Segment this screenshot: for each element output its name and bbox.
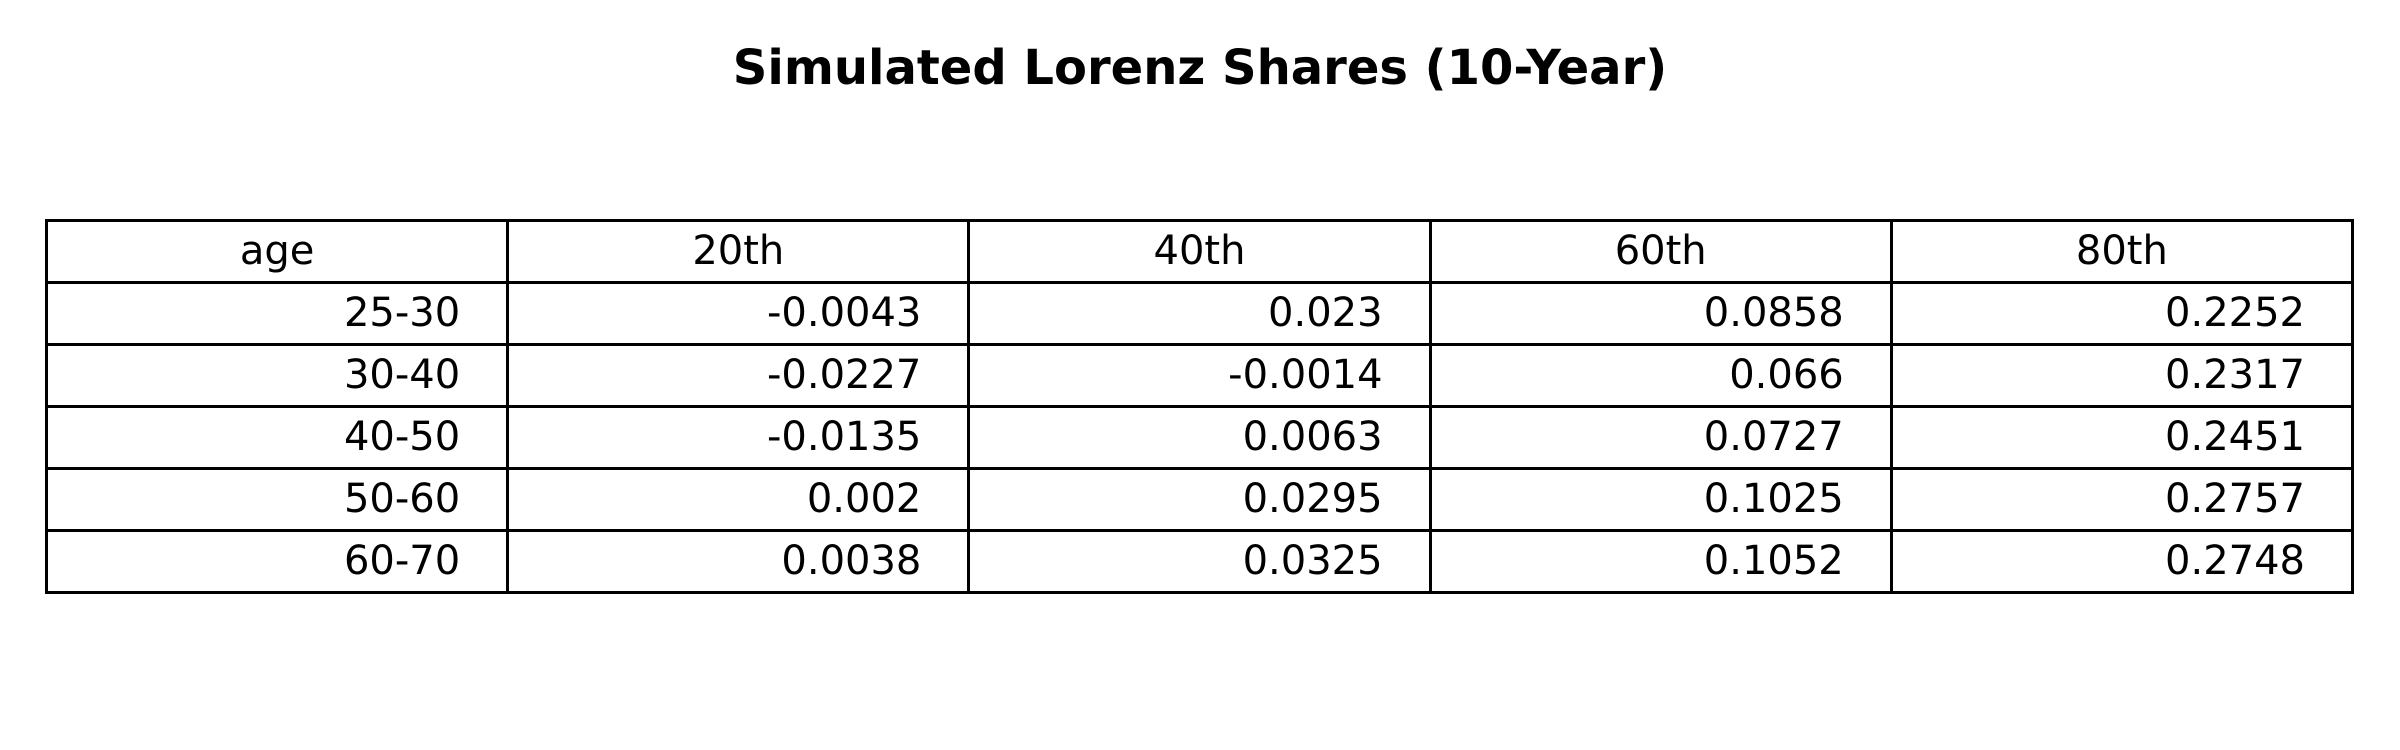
value-cell: -0.0014 [967, 343, 1432, 408]
table-body: 25-30 -0.0043 0.023 0.0858 0.2252 30-40 -0.022… [44, 281, 2355, 594]
table-row: 40-50 -0.0135 0.0063 0.0727 0.2451 [44, 405, 2355, 470]
value-cell: 0.2451 [1889, 405, 2355, 470]
table-row: 30-40 -0.0227 -0.0014 0.066 0.2317 [44, 343, 2355, 408]
value-cell: -0.0043 [506, 281, 971, 346]
column-header: 20th [506, 219, 971, 284]
value-cell: 0.0325 [967, 529, 1432, 594]
value-cell: -0.0227 [506, 343, 971, 408]
value-cell: 0.2252 [1889, 281, 2355, 346]
data-table: age 20th 40th 60th 80th 25-30 -0.0043 0.023 0.0… [44, 219, 2355, 594]
value-cell: 0.066 [1428, 343, 1893, 408]
value-cell: 0.1025 [1428, 467, 1893, 532]
row-label-cell: 30-40 [44, 343, 510, 408]
column-header: 80th [1889, 219, 2355, 284]
value-cell: 0.0727 [1428, 405, 1893, 470]
column-header: 40th [967, 219, 1432, 284]
table-row: 50-60 0.002 0.0295 0.1025 0.2757 [44, 467, 2355, 532]
column-header: age [44, 219, 510, 284]
value-cell: 0.002 [506, 467, 971, 532]
chart-title: Simulated Lorenz Shares (10-Year) [732, 40, 1668, 96]
value-cell: 0.023 [967, 281, 1432, 346]
table-row: 25-30 -0.0043 0.023 0.0858 0.2252 [44, 281, 2355, 346]
value-cell: 0.0038 [506, 529, 971, 594]
value-cell: 0.0063 [967, 405, 1432, 470]
header-row: age 20th 40th 60th 80th [44, 219, 2355, 284]
table-row: 60-70 0.0038 0.0325 0.1052 0.2748 [44, 529, 2355, 594]
value-cell: 0.0295 [967, 467, 1432, 532]
value-cell: 0.2757 [1889, 467, 2355, 532]
row-label-cell: 60-70 [44, 529, 510, 594]
row-label-cell: 50-60 [44, 467, 510, 532]
value-cell: 0.2748 [1889, 529, 2355, 594]
column-header: 60th [1428, 219, 1893, 284]
table-header: age 20th 40th 60th 80th [44, 219, 2355, 284]
value-cell: -0.0135 [506, 405, 971, 470]
value-cell: 0.2317 [1889, 343, 2355, 408]
value-cell: 0.1052 [1428, 529, 1893, 594]
row-label-cell: 40-50 [44, 405, 510, 470]
row-label-cell: 25-30 [44, 281, 510, 346]
value-cell: 0.0858 [1428, 281, 1893, 346]
